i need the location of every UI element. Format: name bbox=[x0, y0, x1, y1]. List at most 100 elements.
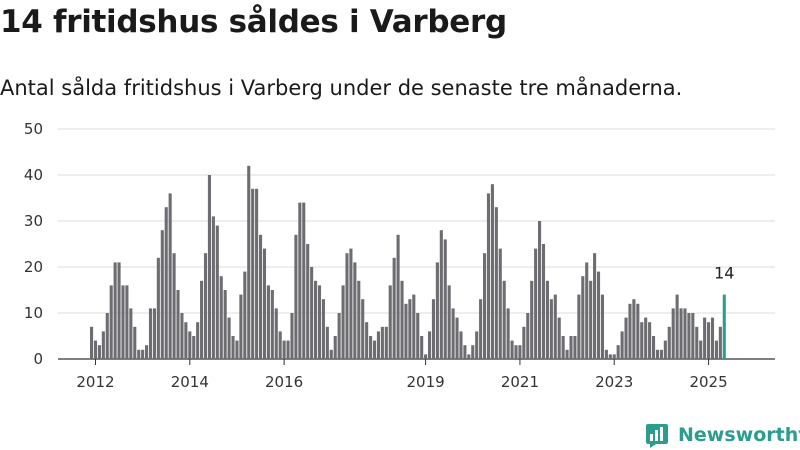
bar bbox=[156, 257, 160, 359]
bar bbox=[298, 202, 302, 359]
bar bbox=[616, 345, 620, 359]
bar bbox=[290, 313, 294, 359]
bar bbox=[341, 285, 345, 359]
bar bbox=[581, 276, 585, 359]
x-tick-label: 2016 bbox=[265, 373, 303, 391]
bar bbox=[447, 285, 451, 359]
bar bbox=[463, 345, 467, 359]
bar bbox=[278, 331, 282, 359]
bar bbox=[655, 349, 660, 359]
x-tick-label: 2021 bbox=[501, 373, 539, 391]
bar bbox=[648, 322, 652, 359]
bar bbox=[714, 340, 718, 359]
bar bbox=[172, 253, 176, 359]
bar bbox=[608, 354, 612, 359]
bar bbox=[200, 280, 204, 359]
bar bbox=[353, 262, 357, 359]
bar bbox=[180, 313, 184, 359]
y-tick-label: 20 bbox=[24, 258, 43, 276]
bar bbox=[439, 230, 443, 359]
bar bbox=[651, 336, 656, 359]
bar bbox=[141, 349, 145, 359]
bar bbox=[262, 248, 267, 359]
bar bbox=[534, 248, 538, 359]
bar bbox=[687, 313, 691, 359]
bar bbox=[577, 294, 581, 359]
bar bbox=[192, 336, 196, 359]
bar bbox=[475, 331, 479, 359]
y-tick-label: 0 bbox=[33, 350, 43, 368]
bar bbox=[321, 299, 325, 359]
bar bbox=[573, 336, 577, 359]
x-tick-label: 2025 bbox=[689, 373, 727, 391]
bar bbox=[345, 253, 349, 359]
bar bbox=[286, 340, 290, 359]
bar bbox=[412, 294, 416, 359]
bar bbox=[526, 313, 530, 359]
bar bbox=[392, 257, 396, 359]
y-tick-label: 10 bbox=[24, 304, 43, 322]
bar bbox=[443, 239, 447, 359]
bar bbox=[227, 317, 231, 359]
bar bbox=[235, 340, 239, 359]
bar bbox=[703, 317, 707, 359]
bar bbox=[498, 248, 502, 359]
newsworthy-brand[interactable]: Newsworthy bbox=[644, 420, 800, 450]
bar-series bbox=[90, 165, 726, 359]
bar bbox=[317, 285, 322, 359]
bar bbox=[101, 331, 105, 359]
bar bbox=[565, 349, 569, 359]
last-value-label: 14 bbox=[714, 264, 734, 283]
bar bbox=[255, 188, 259, 359]
bar bbox=[203, 253, 208, 359]
bar bbox=[553, 294, 557, 359]
bar bbox=[490, 184, 494, 359]
bar bbox=[593, 253, 597, 359]
bar bbox=[600, 294, 604, 359]
bar bbox=[302, 202, 306, 359]
bar bbox=[129, 308, 133, 359]
bar-chart: 0 10 20 30 40 50 2012 2014 2016 2019 2021 2023 2025… bbox=[24, 120, 775, 391]
bar bbox=[667, 326, 671, 359]
chart-subtitle: Antal sålda fritidshus i Varberg under d… bbox=[0, 76, 683, 100]
bar bbox=[349, 248, 353, 359]
bar bbox=[247, 165, 251, 359]
bar bbox=[93, 340, 98, 359]
bar bbox=[710, 317, 715, 359]
bar bbox=[325, 326, 329, 359]
bar bbox=[310, 267, 314, 359]
bar bbox=[522, 326, 526, 359]
bar bbox=[530, 280, 534, 359]
bar bbox=[718, 326, 722, 359]
bar bbox=[337, 313, 341, 359]
bar bbox=[557, 317, 561, 359]
x-tick-label: 2014 bbox=[171, 373, 209, 391]
brand-name: Newsworthy bbox=[678, 424, 800, 446]
bar bbox=[518, 345, 522, 359]
bar bbox=[109, 285, 113, 359]
bar bbox=[424, 354, 428, 359]
bar bbox=[211, 216, 215, 359]
bar bbox=[223, 290, 227, 359]
bar bbox=[416, 313, 420, 359]
bar bbox=[467, 354, 471, 359]
bar bbox=[258, 234, 263, 359]
bar bbox=[369, 336, 373, 359]
bar bbox=[97, 345, 101, 359]
bar bbox=[239, 294, 243, 359]
bar bbox=[494, 207, 498, 359]
bar bbox=[486, 193, 491, 359]
bar bbox=[679, 308, 683, 359]
bar bbox=[420, 336, 424, 359]
bar bbox=[133, 326, 137, 359]
bar bbox=[90, 326, 94, 359]
bar bbox=[604, 349, 608, 359]
chart-title: 14 fritidshus såldes i Varberg bbox=[0, 4, 507, 40]
bar bbox=[671, 308, 675, 359]
bar bbox=[152, 308, 156, 359]
bar bbox=[357, 280, 361, 359]
y-tick-label: 40 bbox=[24, 166, 43, 184]
bar bbox=[219, 276, 223, 359]
bar bbox=[372, 340, 377, 359]
bar bbox=[506, 308, 510, 359]
